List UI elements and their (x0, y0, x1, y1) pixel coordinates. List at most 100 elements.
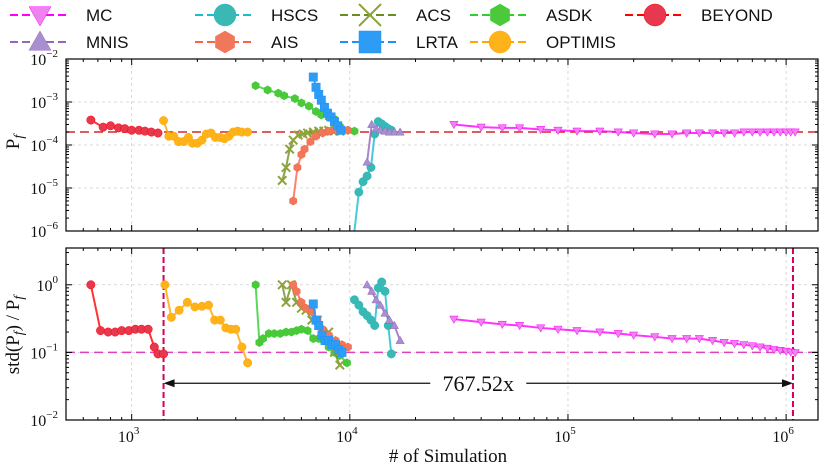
std-y-tick-base: 10 (30, 345, 46, 362)
legend-marker-asdk (490, 3, 510, 27)
std-point-mnis (380, 308, 390, 317)
pf-point-asdk (350, 126, 359, 136)
pf-series-mnis (362, 119, 405, 166)
speedup-arrowhead-right (781, 379, 793, 388)
pf-point-ais (344, 125, 352, 135)
std-series-mc (449, 315, 800, 358)
pf-point-lrta (336, 125, 346, 135)
std-point-mc (595, 328, 605, 337)
x-axis-label: # of Simulation (389, 446, 508, 467)
legend-marker-acs-strokes (358, 3, 382, 27)
std-point-optimis (160, 280, 170, 290)
legend-label-hscs: HSCS (271, 6, 318, 25)
pf-point-hscs (354, 187, 364, 197)
legend-entry-acs: ACS (340, 3, 451, 27)
pf-ylabel-main: P (3, 139, 24, 150)
std-point-mnis (389, 320, 399, 329)
std-point-beyond (149, 342, 159, 352)
pf-y-tick-label: 10−5 (30, 177, 58, 198)
x-tick-label: 105 (554, 425, 576, 446)
legend-entry-asdk: ASDK (470, 3, 593, 27)
legend-marker-mc (28, 6, 52, 27)
pf-point-acs-strokes (281, 162, 291, 173)
pf-y-tick-base: 10 (30, 224, 46, 241)
std-point-mc (694, 335, 704, 344)
pf-y-tick-label: 10−4 (30, 134, 58, 155)
std-point-mc (449, 315, 459, 324)
std-y-axis-label: std(Pf) / Pf (3, 294, 27, 375)
std-point-hscs (380, 286, 390, 296)
legend-marker-acs (358, 3, 382, 27)
legend-entry-mc: MC (10, 6, 112, 27)
x-tick-exponent: 6 (788, 425, 794, 437)
pf-y-tick-label: 10−6 (30, 220, 58, 241)
std-ylabel-part-4: f (12, 294, 27, 300)
legend-label-beyond: BEYOND (701, 6, 773, 25)
x-tick-exponent: 5 (570, 425, 576, 437)
legend-marker-mnis (28, 30, 52, 51)
pf-point-mnis (389, 127, 399, 136)
pf-point-mc (707, 129, 718, 138)
legend-marker-lrta (358, 30, 382, 54)
std-point-beyond (159, 349, 168, 359)
std-point-hscs (386, 349, 396, 359)
pf-point-mnis (395, 127, 405, 136)
legend-marker-hscs (213, 3, 237, 27)
pf-point-ais (312, 131, 320, 141)
pf-point-optimis (159, 116, 168, 126)
speedup-label: 767.52x (443, 371, 515, 396)
pf-point-asdk (274, 88, 283, 98)
legend-label-asdk: ASDK (546, 6, 593, 25)
std-point-mc (667, 335, 677, 344)
std-y-tick-exponent: 0 (53, 274, 59, 286)
std-point-ais (292, 286, 301, 296)
std-point-optimis (243, 358, 253, 368)
std-point-optimis (215, 315, 225, 325)
pf-y-tick-exponent: −2 (46, 48, 58, 60)
std-point-mnis (375, 300, 385, 309)
std-vertical-markers (162, 248, 794, 420)
std-point-mc (739, 341, 749, 350)
std-point-mc (719, 339, 729, 348)
std-point-mc (762, 344, 772, 353)
std-point-mc (747, 342, 757, 351)
legend-marker-beyond (643, 3, 667, 27)
pf-ticks: 10−610−510−410−310−2 (30, 48, 818, 241)
std-line-optimis (163, 284, 249, 364)
legend-label-acs: ACS (416, 6, 451, 25)
std-point-mc (476, 318, 486, 327)
std-point-mc (613, 330, 623, 339)
pf-point-mc (775, 128, 785, 137)
std-point-acs (281, 297, 291, 308)
pf-point-ais (300, 144, 309, 154)
pf-point-beyond (153, 128, 163, 138)
pf-point-mc (613, 128, 623, 137)
pf-series-acs (277, 125, 345, 186)
std-point-asdk (297, 324, 306, 334)
legend-marker-ais (215, 30, 235, 54)
std-point-mc (497, 320, 507, 330)
std-point-lrta (337, 347, 347, 357)
std-point-lrta (314, 321, 324, 330)
std-point-hscs (377, 277, 387, 287)
pf-point-beyond (106, 121, 115, 131)
std-point-mnis (384, 315, 395, 324)
std-series-beyond (86, 280, 168, 359)
pf-point-hscs (362, 171, 372, 181)
std-y-tick-label: 10−2 (30, 409, 58, 430)
pf-point-mc (682, 129, 692, 138)
pf-series-optimis (159, 116, 253, 148)
std-point-optimis (174, 305, 184, 315)
pf-y-tick-base: 10 (30, 138, 46, 155)
std-point-mc (682, 335, 692, 344)
std-gridlines (66, 248, 818, 420)
legend-entry-ais: AIS (195, 30, 298, 54)
std-series-group (86, 277, 800, 370)
pf-series-lrta (308, 72, 346, 135)
pf-point-acs-strokes (277, 175, 288, 186)
pf-point-acs (277, 175, 288, 186)
pf-point-mc (790, 128, 800, 137)
std-series-optimis (160, 280, 253, 368)
